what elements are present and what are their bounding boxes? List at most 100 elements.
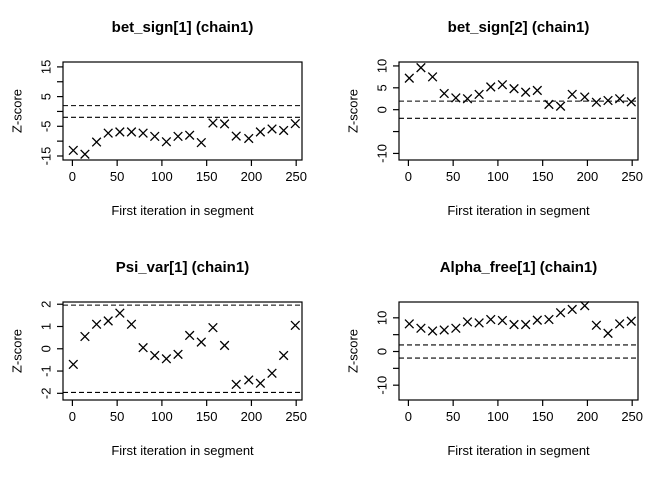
x-tick-label: 0: [69, 409, 76, 424]
data-point-marker: [451, 323, 461, 334]
data-point-marker: [173, 131, 183, 142]
x-tick-label: 100: [151, 169, 173, 184]
data-point-marker: [161, 136, 172, 147]
x-tick-label: 50: [110, 169, 124, 184]
data-point-marker: [115, 127, 125, 137]
plot-title: Alpha_free[1] (chain1): [439, 259, 598, 276]
x-tick-label: 200: [241, 409, 263, 424]
data-point-marker: [591, 320, 602, 330]
plot-title: bet_sign[1] (chain1): [111, 19, 254, 36]
y-tick-label: 10: [375, 59, 390, 73]
y-tick-label: 5: [39, 93, 54, 100]
data-point-marker: [80, 149, 90, 159]
x-axis-label: First iteration in segment: [111, 443, 254, 458]
x-tick-label: 0: [405, 169, 412, 184]
data-point-marker: [462, 93, 473, 104]
data-point-marker: [255, 378, 266, 389]
y-tick-label: 0: [39, 345, 54, 352]
y-tick-label: -1: [39, 365, 54, 377]
y-tick-label: 0: [375, 106, 390, 113]
data-point-marker: [149, 131, 160, 142]
data-point-marker: [208, 322, 218, 333]
data-point-marker: [219, 340, 230, 351]
data-point-marker: [161, 354, 172, 364]
y-tick-label: 0: [375, 348, 390, 355]
data-point-marker: [196, 337, 207, 347]
data-point-marker: [626, 316, 637, 326]
data-point-marker: [520, 87, 531, 97]
x-tick-label: 250: [285, 169, 307, 184]
data-point-marker: [278, 350, 289, 361]
data-point-marker: [614, 93, 625, 104]
x-tick-label: 50: [446, 169, 460, 184]
data-point-marker: [196, 137, 207, 148]
data-point-marker: [603, 328, 613, 339]
data-point-marker: [474, 89, 484, 100]
data-point-marker: [485, 82, 496, 92]
data-point-marker: [532, 85, 543, 96]
x-axis-label: First iteration in segment: [447, 203, 590, 218]
x-tick-label: 100: [151, 409, 173, 424]
data-point-marker: [520, 319, 531, 330]
plot-box: [62, 301, 303, 401]
data-point-marker: [208, 118, 218, 128]
data-point-marker: [103, 128, 113, 138]
plot-title: Psi_var[1] (chain1): [115, 259, 250, 276]
data-point-marker: [68, 145, 79, 156]
data-point-marker: [439, 325, 449, 335]
x-tick-label: 100: [487, 169, 509, 184]
y-tick-label: -2: [39, 388, 54, 400]
x-axis-label: First iteration in segment: [447, 443, 590, 458]
x-tick-label: 0: [69, 169, 76, 184]
data-point-marker: [626, 97, 637, 107]
x-tick-label: 200: [577, 169, 599, 184]
data-point-marker: [267, 124, 277, 134]
data-point-marker: [138, 342, 148, 353]
data-point-marker: [567, 89, 577, 100]
data-point-marker: [255, 127, 266, 137]
plot-box: [62, 61, 303, 161]
y-tick-label: -5: [39, 121, 54, 133]
x-tick-label: 250: [621, 409, 643, 424]
data-point-marker: [497, 315, 508, 326]
data-point-marker: [290, 320, 301, 331]
data-point-marker: [591, 97, 602, 108]
data-point-marker: [427, 72, 438, 82]
data-point-marker: [126, 127, 137, 137]
data-point-marker: [219, 119, 230, 129]
plot-area: 0 50 100 150 200 250 15 5 -5 -15: [39, 60, 308, 184]
data-point-marker: [184, 130, 195, 140]
y-tick-label: -15: [39, 147, 54, 166]
data-point-marker: [532, 315, 543, 325]
data-point-marker: [103, 316, 113, 326]
data-point-marker: [416, 323, 426, 334]
data-point-marker: [115, 308, 125, 318]
plot-title: bet_sign[2] (chain1): [447, 19, 590, 36]
data-point-marker: [416, 62, 426, 73]
plot-box: [398, 301, 639, 401]
x-tick-label: 150: [196, 409, 218, 424]
data-point-marker: [231, 131, 241, 141]
plot-area: 0 50 100 150 200 250 2 1 0 -1 -2: [39, 301, 308, 424]
y-tick-label: -10: [375, 376, 390, 395]
data-point-marker: [579, 300, 590, 311]
data-point-marker: [544, 314, 554, 325]
y-tick-label: 15: [39, 60, 54, 74]
data-point-marker: [509, 319, 519, 330]
plot-panel-psi-var-1: Psi_var[1] (chain1) Z-score 0 50 100 150 200…: [0, 240, 336, 480]
data-point-marker: [290, 118, 301, 129]
data-point-marker: [614, 319, 625, 329]
x-tick-label: 100: [487, 409, 509, 424]
x-tick-label: 0: [405, 409, 412, 424]
x-tick-label: 200: [241, 169, 263, 184]
plot-box: [398, 61, 639, 161]
y-tick-label: 5: [375, 84, 390, 91]
data-point-marker: [497, 79, 508, 90]
x-tick-label: 200: [577, 409, 599, 424]
data-point-marker: [462, 317, 473, 327]
x-tick-label: 250: [285, 409, 307, 424]
data-point-marker: [80, 331, 90, 342]
data-point-marker: [451, 93, 461, 103]
data-point-marker: [184, 330, 195, 341]
